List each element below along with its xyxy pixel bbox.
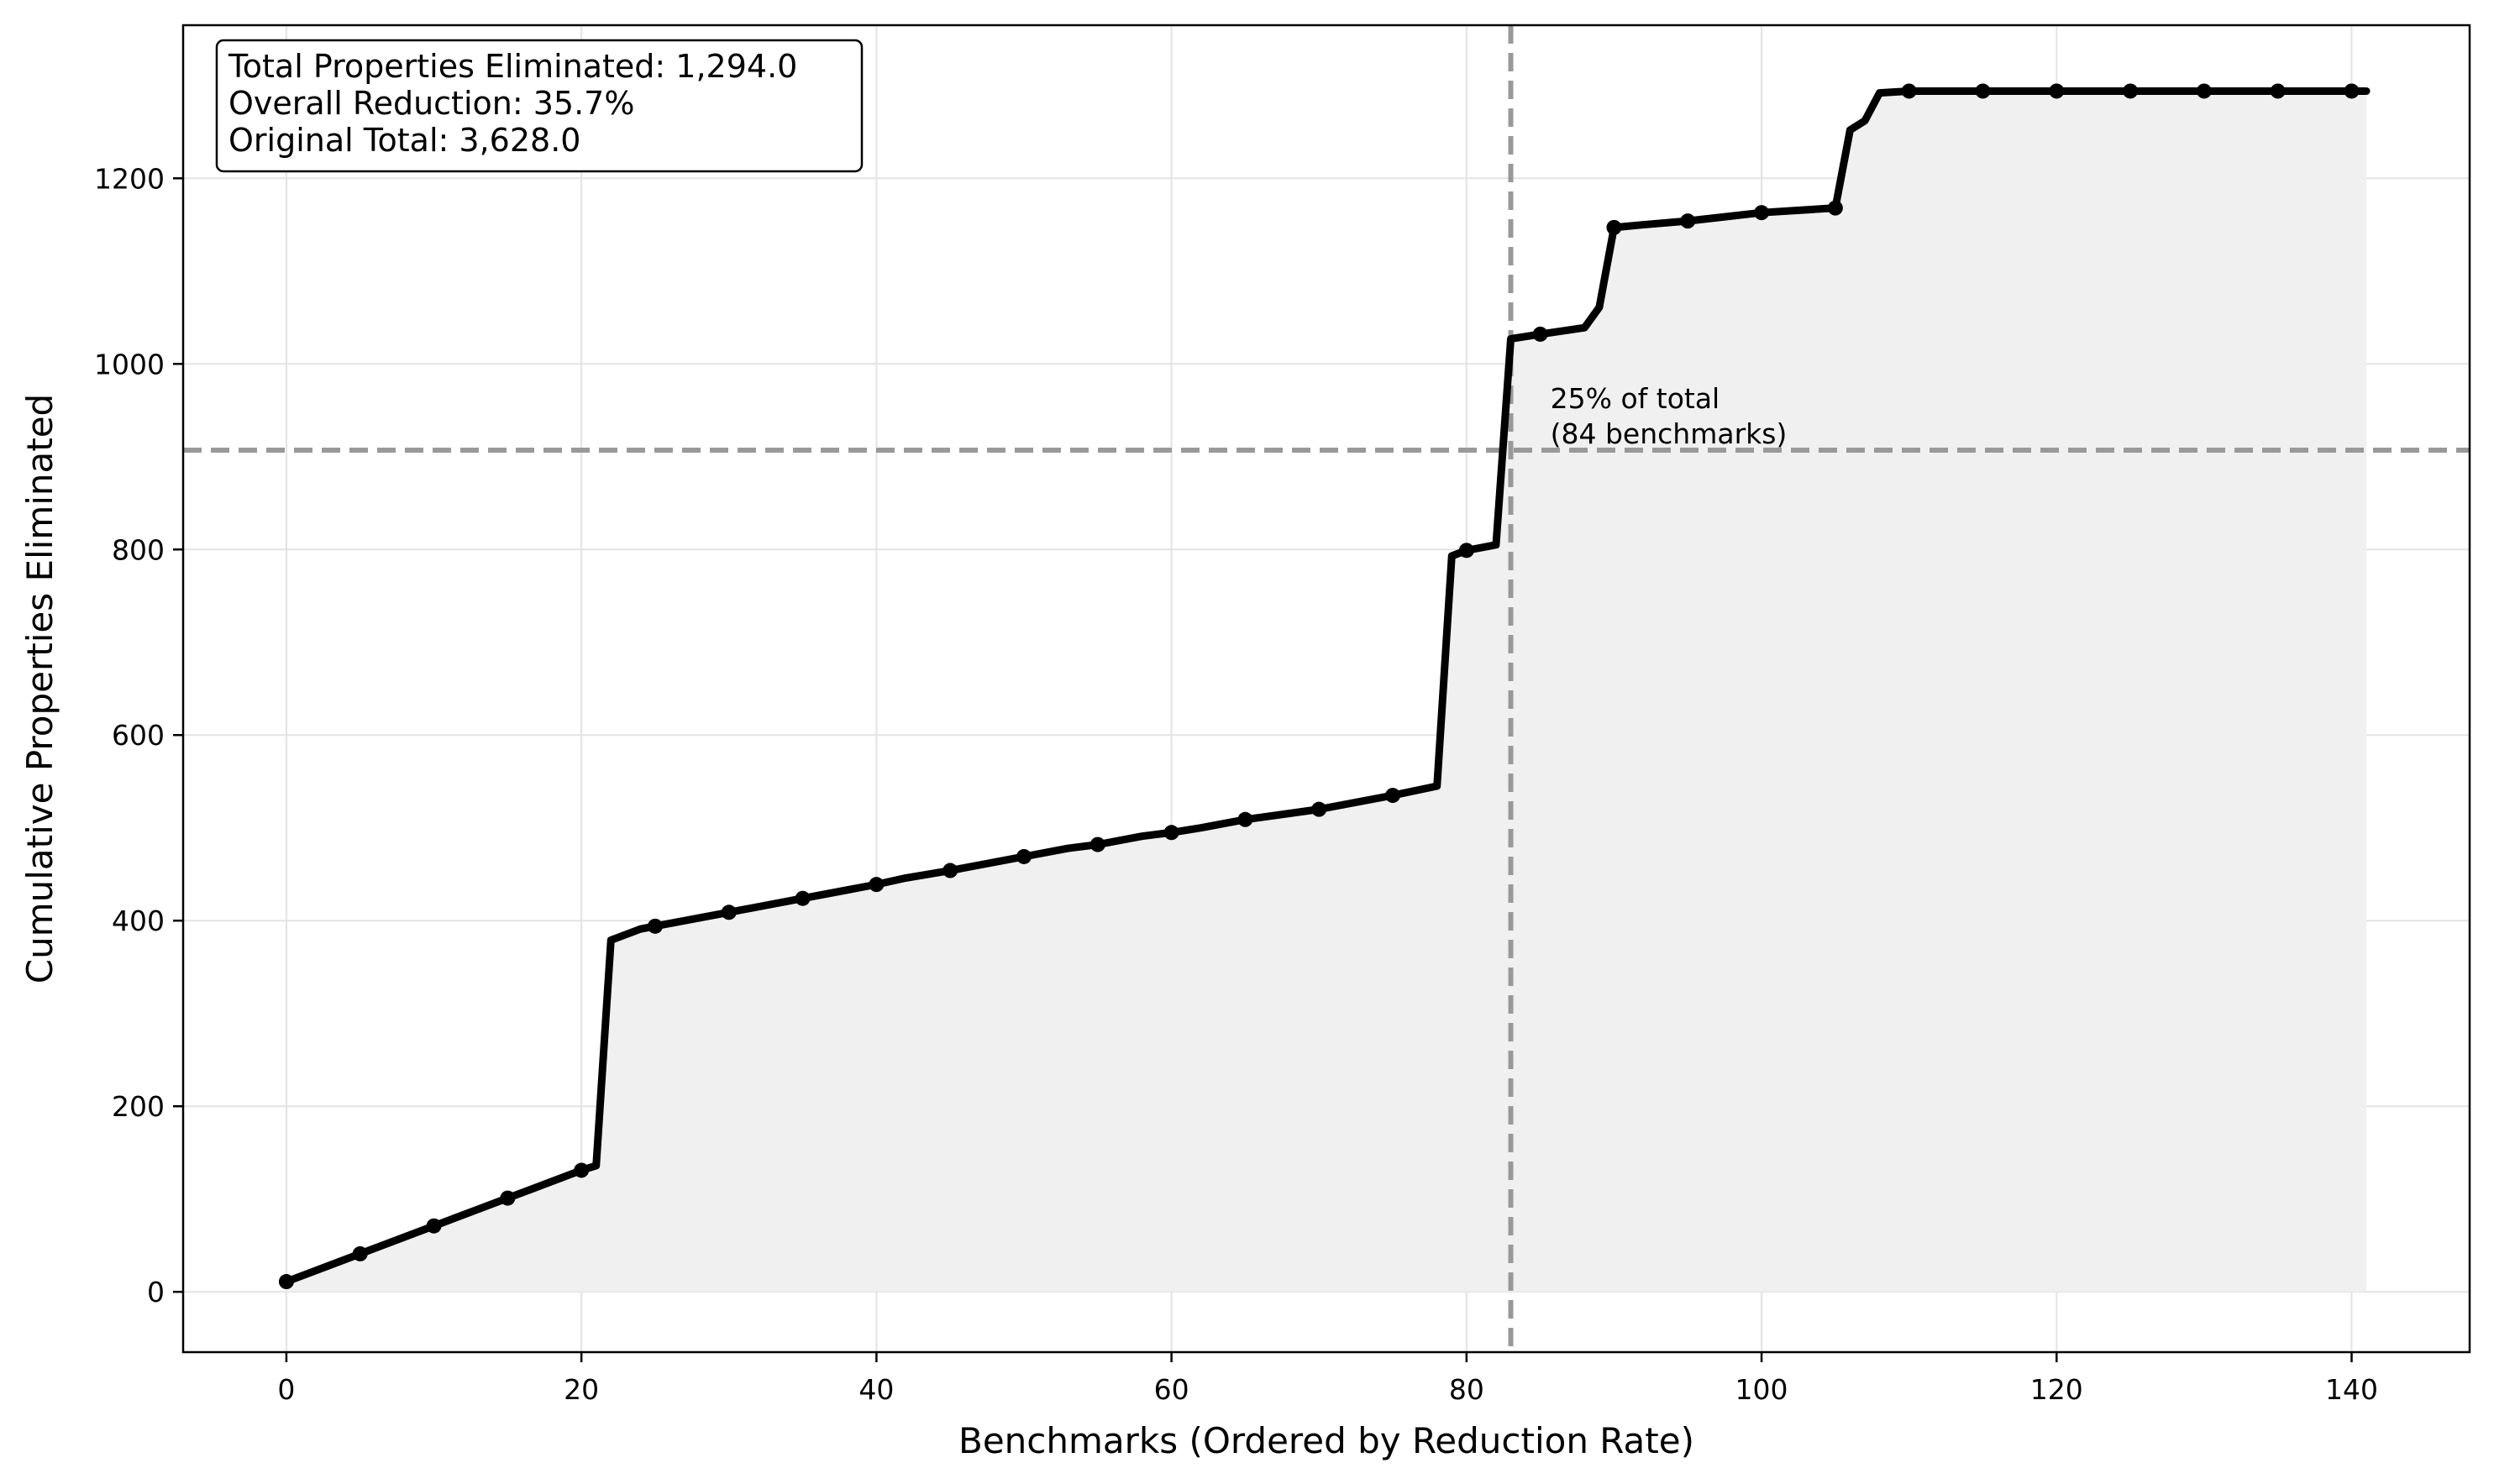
data-point: [1385, 788, 1401, 804]
stats-box: Total Properties Eliminated: 1,294.0 Ove…: [215, 39, 864, 173]
data-point: [278, 1274, 294, 1290]
x-axis-label: Benchmarks (Ordered by Reduction Rate): [958, 1420, 1694, 1461]
area-under-curve: [286, 91, 2367, 1293]
y-tick-label: 400: [112, 905, 165, 937]
data-point: [500, 1190, 516, 1206]
x-tick-label: 140: [2325, 1373, 2378, 1406]
x-tick-label: 0: [277, 1373, 295, 1406]
data-point: [869, 877, 885, 893]
area-fill: [286, 91, 2367, 1293]
data-point: [2123, 83, 2139, 99]
data-point: [2344, 83, 2360, 99]
data-point: [942, 863, 958, 878]
x-tick-label: 60: [1154, 1373, 1189, 1406]
threshold-annotation: 25% of total (84 benchmarks): [1551, 382, 1788, 450]
data-point: [1089, 836, 1105, 852]
data-point: [1532, 326, 1548, 342]
y-axis-label: Cumulative Properties Eliminated: [19, 394, 60, 983]
data-point: [1163, 825, 1179, 841]
y-tick-label: 600: [112, 719, 165, 752]
plot-frame: [181, 24, 2471, 1354]
y-tick-label: 0: [147, 1276, 165, 1308]
data-point: [2196, 83, 2212, 99]
x-tick-label: 100: [1735, 1373, 1788, 1406]
data-point: [721, 905, 737, 920]
data-point: [1754, 205, 1770, 221]
data-point: [352, 1245, 368, 1261]
stats-box-frame: [215, 39, 864, 173]
x-tick-label: 80: [1449, 1373, 1484, 1406]
data-point: [1827, 200, 1843, 216]
axis-ticks: 0 20 40 60 80 100 120 140 0 200 400 600 800 1000 1200: [94, 162, 2378, 1406]
stats-overall-reduction: Overall Reduction: 35.7%: [228, 85, 634, 122]
data-point: [1311, 801, 1327, 817]
data-point: [1680, 213, 1696, 229]
x-tick-label: 20: [564, 1373, 599, 1406]
y-tick-label: 1200: [94, 162, 165, 195]
stats-original-total: Original Total: 3,628.0: [228, 122, 580, 159]
data-point: [1606, 219, 1622, 235]
data-point: [2049, 83, 2065, 99]
data-point: [795, 890, 811, 906]
series-markers: [278, 83, 2360, 1290]
y-tick-label: 1000: [94, 348, 165, 380]
x-tick-label: 120: [2030, 1373, 2083, 1406]
x-tick-label: 40: [858, 1373, 894, 1406]
stats-total-eliminated: Total Properties Eliminated: 1,294.0: [228, 48, 797, 85]
data-point: [1975, 83, 1991, 99]
data-point: [1458, 543, 1474, 558]
data-point: [1901, 83, 1917, 99]
annotation-line-2: (84 benchmarks): [1551, 417, 1788, 450]
reference-lines: [183, 25, 2470, 1352]
data-point: [647, 918, 663, 934]
data-point: [1016, 848, 1032, 864]
annotation-line-1: 25% of total: [1551, 382, 1720, 415]
data-point: [2270, 83, 2286, 99]
data-point: [1237, 811, 1253, 827]
y-tick-label: 200: [112, 1090, 165, 1123]
data-point: [426, 1218, 442, 1234]
data-point: [574, 1162, 590, 1178]
y-tick-label: 800: [112, 533, 165, 566]
